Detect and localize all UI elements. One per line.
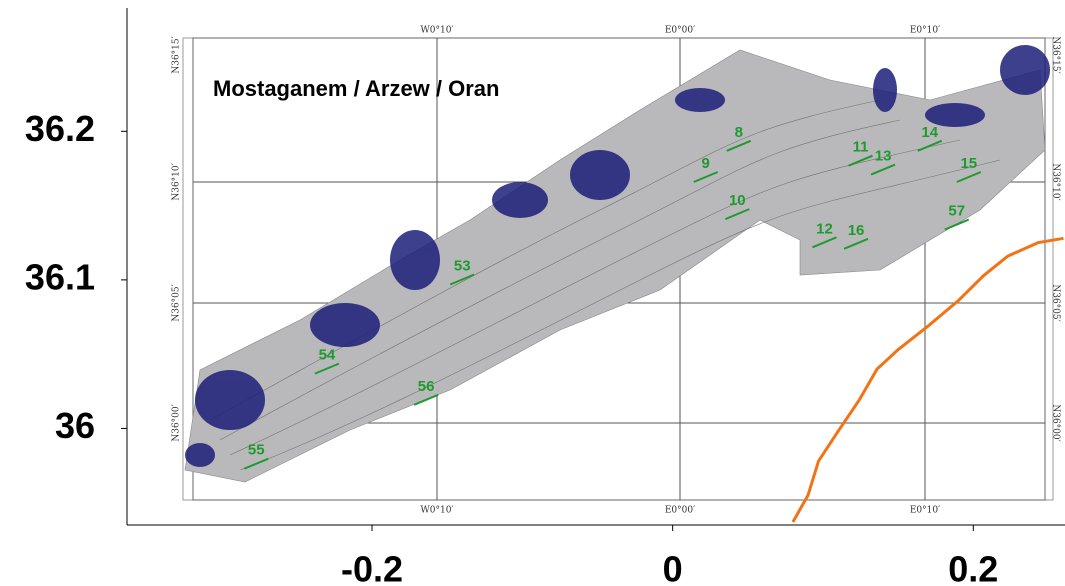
station-label: 11 — [853, 139, 869, 156]
station-label: 54 — [319, 347, 336, 364]
station-label: 56 — [418, 378, 435, 395]
station-label: 12 — [816, 220, 833, 237]
y-tick-label: 36.1 — [25, 256, 95, 297]
graticule-label: E0°00′ — [665, 506, 695, 516]
station-label: 57 — [948, 203, 965, 220]
station-label: 55 — [248, 442, 265, 459]
graticule-label: W0°10′ — [421, 26, 454, 36]
graticule-label: N36°05′ — [1051, 284, 1061, 321]
graticule-label: W0°10′ — [421, 506, 454, 516]
chart: W0°10′ W0°10′ E0°00′ E0°00′ E0°10′ E0°10′ N36°… — [0, 0, 1065, 586]
graticule-label: E0°10′ — [910, 506, 940, 516]
graticule-label: N36°15′ — [172, 36, 182, 73]
station-label: 10 — [729, 192, 746, 209]
y-tick-label: 36.2 — [25, 108, 95, 149]
station-label: 8 — [735, 124, 743, 141]
x-tick-label: 0.2 — [948, 549, 998, 586]
map-layer: W0°10′ W0°10′ E0°00′ E0°00′ E0°10′ E0°10′ N36°… — [172, 26, 1064, 523]
y-tick-label: 36 — [55, 405, 95, 446]
graticule-label: E0°10′ — [910, 26, 940, 36]
graticule-label: N36°00′ — [1051, 404, 1061, 441]
graticule-label: N36°10′ — [1051, 163, 1061, 200]
graticule-label: N36°05′ — [172, 284, 182, 321]
station-label: 9 — [702, 155, 710, 172]
orange-line — [793, 238, 1064, 522]
station-label: 15 — [960, 155, 977, 172]
graticule-label: E0°00′ — [665, 26, 695, 36]
bathymetry-swath — [185, 50, 1045, 482]
graticule-label: N36°15′ — [1051, 36, 1061, 73]
station-label: 14 — [921, 124, 938, 141]
graticule-label: N36°00′ — [172, 404, 182, 441]
x-tick-label: -0.2 — [341, 549, 403, 586]
station-label: 16 — [848, 222, 865, 239]
chart-title: Mostaganem / Arzew / Oran — [213, 76, 499, 101]
x-tick-label: 0 — [663, 549, 683, 586]
graticule-label: N36°10′ — [172, 163, 182, 200]
station-label: 53 — [454, 257, 471, 274]
station-label: 13 — [875, 148, 892, 165]
